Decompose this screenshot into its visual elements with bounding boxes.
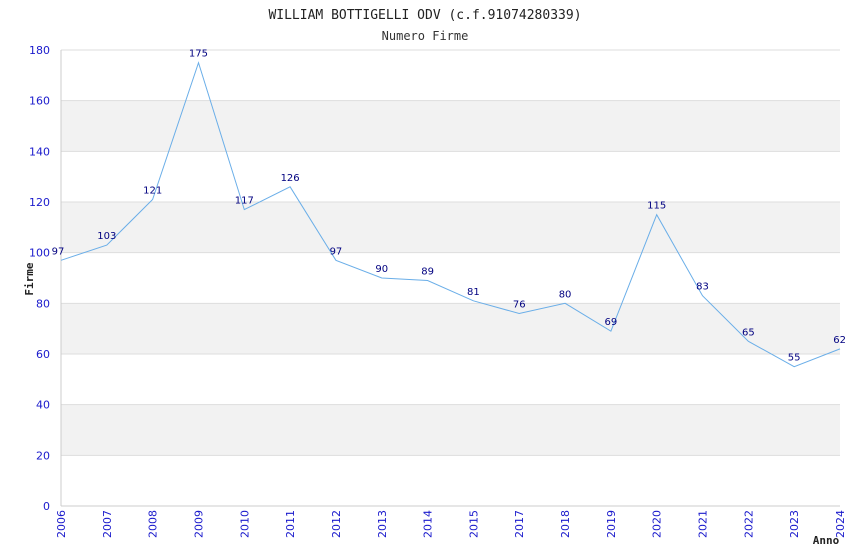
y-tick-label: 180 <box>29 44 50 57</box>
data-label: 97 <box>52 246 65 257</box>
y-tick-labels: 0 20 40 60 80 100 120 140 160 180 <box>29 44 50 513</box>
data-label: 81 <box>467 287 480 298</box>
data-label: 90 <box>375 264 388 275</box>
y-tick-label: 140 <box>29 145 50 158</box>
data-label: 115 <box>647 201 666 212</box>
x-tick-label: 2023 <box>788 510 801 538</box>
data-label: 126 <box>281 173 300 184</box>
x-tick-label: 2022 <box>742 510 755 538</box>
background-bands <box>61 100 840 456</box>
data-label: 65 <box>742 327 755 338</box>
data-label: 117 <box>235 196 254 207</box>
band-100-120 <box>61 202 840 253</box>
x-tick-label: 2018 <box>559 510 572 538</box>
axes <box>60 50 840 507</box>
data-label: 97 <box>330 246 343 257</box>
data-labels: 97 103 121 175 117 126 97 90 89 81 76 80 69 115 83 65 55… <box>52 49 846 364</box>
band-20-40 <box>61 404 840 456</box>
data-label: 69 <box>605 317 618 328</box>
y-tick-label: 80 <box>36 297 50 310</box>
series-line-firme <box>60 61 841 368</box>
x-tick-label: 2010 <box>238 510 251 538</box>
y-axis-label: Firme <box>23 262 36 295</box>
x-tick-label: 2014 <box>422 510 435 538</box>
chart-subtitle: Numero Firme <box>382 29 469 43</box>
x-tick-label: 2009 <box>192 510 205 538</box>
data-label: 89 <box>421 267 434 278</box>
y-tick-label: 0 <box>43 500 50 513</box>
data-label: 175 <box>189 49 208 60</box>
data-label: 62 <box>833 335 846 346</box>
data-label: 103 <box>97 231 116 242</box>
x-tick-label: 2019 <box>605 510 618 538</box>
y-tick-label: 160 <box>29 95 50 108</box>
y-tick-label: 100 <box>29 247 50 260</box>
x-tick-label: 2011 <box>284 510 297 538</box>
x-tick-labels: 2006 2007 2008 2009 2010 2011 2012 2013 2014 2015… <box>55 510 847 538</box>
x-tick-label: 2015 <box>467 510 480 538</box>
y-tick-label: 60 <box>36 348 50 361</box>
data-label: 121 <box>143 185 162 196</box>
data-label: 83 <box>696 282 709 293</box>
x-tick-label: 2021 <box>697 510 710 538</box>
y-tick-label: 120 <box>29 196 50 209</box>
x-tick-label: 2006 <box>55 510 68 538</box>
x-tick-label: 2008 <box>147 510 160 538</box>
y-tick-label: 20 <box>36 449 50 462</box>
x-tick-label: 2020 <box>651 510 664 538</box>
x-tick-label: 2007 <box>101 510 114 538</box>
gridlines <box>61 49 840 507</box>
x-tick-label: 2017 <box>513 510 526 538</box>
data-label: 55 <box>788 353 801 364</box>
chart-title: WILLIAM BOTTIGELLI ODV (c.f.91074280339) <box>268 8 581 23</box>
x-axis-label: Anno <box>813 534 840 547</box>
y-tick-label: 40 <box>36 399 50 412</box>
x-tick-label: 2012 <box>330 510 343 538</box>
x-tick-label: 2013 <box>376 510 389 538</box>
data-label: 80 <box>559 289 572 300</box>
data-label: 76 <box>513 299 526 310</box>
band-140-160 <box>61 100 840 152</box>
x-tick-label: 2024 <box>834 510 847 538</box>
band-60-80 <box>61 303 840 354</box>
